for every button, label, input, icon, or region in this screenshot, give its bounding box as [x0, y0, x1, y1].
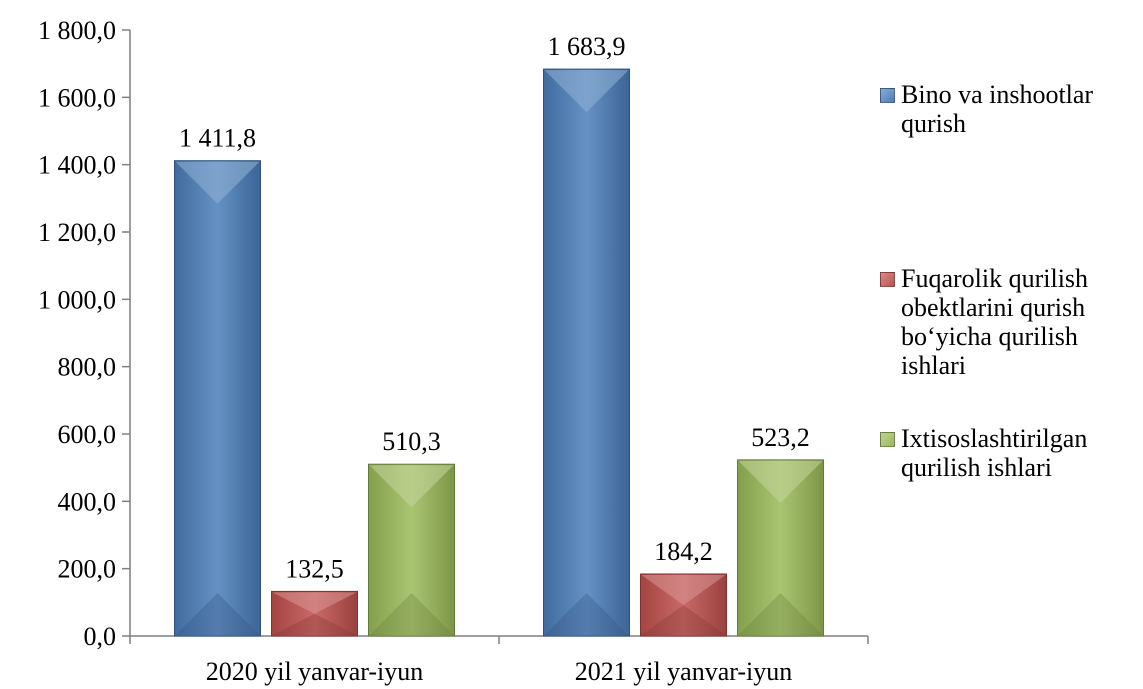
x-category-label: 2021 yil yanvar-iyun	[575, 657, 793, 686]
bar-top-bevel	[175, 161, 260, 204]
data-label: 184,2	[654, 537, 713, 566]
bar-top-bevel	[641, 574, 726, 605]
y-tick-label: 0,0	[84, 622, 117, 651]
y-tick-label: 200,0	[58, 555, 117, 584]
data-label: 132,5	[285, 554, 344, 583]
bar-top-bevel	[544, 70, 629, 113]
bar	[543, 68, 630, 637]
legend-item-fuqarolik: Fuqarolik qurilish obektlarini qurish bo…	[880, 264, 1143, 380]
legend: Bino va inshootlar qurish Fuqarolik quri…	[880, 0, 1143, 689]
bar-top-bevel	[272, 592, 357, 614]
bar-top-bevel	[738, 460, 823, 503]
y-tick-label: 1 600,0	[38, 83, 116, 112]
y-tick-label: 400,0	[58, 487, 117, 516]
bar-bottom-bevel	[738, 593, 823, 635]
legend-swatch-bino	[880, 88, 895, 103]
legend-label-fuqarolik: Fuqarolik qurilish obektlarini qurish bo…	[901, 264, 1089, 380]
legend-swatch-ixtisoslashtirilgan	[880, 432, 895, 447]
data-label: 510,3	[382, 427, 441, 456]
bar-bottom-bevel	[369, 593, 454, 635]
y-tick-label: 1 800,0	[38, 16, 116, 45]
bar-bottom-bevel	[175, 593, 260, 635]
bar-bottom-bevel	[272, 613, 357, 635]
bar-top-bevel	[369, 465, 454, 508]
data-label: 1 411,8	[179, 124, 256, 153]
legend-item-ixtisoslashtirilgan: Ixtisoslashtirilgan qurilish ishlari	[880, 424, 1143, 482]
y-tick-label: 1 000,0	[38, 285, 116, 314]
bar-group	[368, 463, 455, 637]
data-label: 1 683,9	[548, 32, 626, 61]
y-tick-label: 1 200,0	[38, 218, 116, 247]
y-tick-label: 800,0	[58, 353, 117, 382]
bar-bottom-bevel	[641, 604, 726, 635]
bar-group	[543, 68, 630, 637]
bar-group	[737, 459, 824, 637]
bar-bottom-bevel	[544, 593, 629, 635]
legend-label-ixtisoslashtirilgan: Ixtisoslashtirilgan qurilish ishlari	[901, 424, 1088, 482]
bar	[174, 160, 261, 637]
bar-group	[640, 573, 727, 637]
y-tick-label: 1 400,0	[38, 151, 116, 180]
bar-group	[174, 160, 261, 637]
x-category-label: 2020 yil yanvar-iyun	[206, 657, 424, 686]
legend-label-bino: Bino va inshootlar qurish	[901, 80, 1094, 138]
legend-swatch-fuqarolik	[880, 272, 895, 287]
data-label: 523,2	[751, 423, 810, 452]
y-tick-label: 600,0	[58, 420, 117, 449]
legend-item-bino: Bino va inshootlar qurish	[880, 80, 1143, 138]
bar-group	[271, 590, 358, 637]
